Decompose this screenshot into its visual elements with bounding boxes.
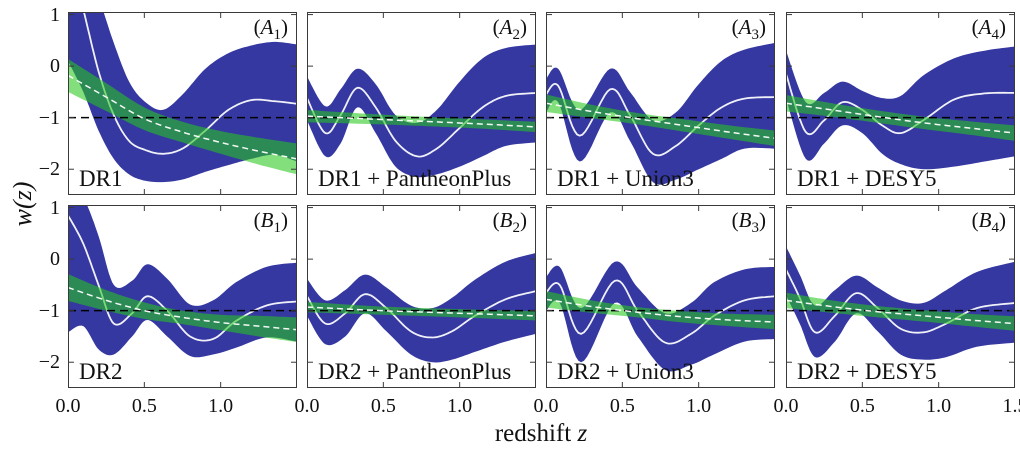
y-tick-label: −2 (38, 351, 60, 374)
panel-tag: (B3) (731, 208, 766, 237)
y-tick-label: 1 (50, 196, 60, 219)
panel-plot (307, 12, 536, 195)
dataset-label: DR2 (79, 359, 123, 384)
y-tick-label: 1 (50, 3, 60, 26)
y-tick-label: −2 (38, 158, 60, 181)
dataset-label: DR1 + DESY5 (797, 166, 937, 191)
panel-tag-sub: 4 (991, 220, 1000, 237)
panel-tag: (B1) (253, 208, 288, 237)
panel-tag: (A4) (971, 15, 1006, 44)
dataset-label: DR1 + PantheonPlus (318, 166, 512, 191)
y-tick-label: −1 (38, 106, 60, 129)
x-tick-label: 0.0 (294, 395, 320, 417)
panel-tag-letter: A (260, 15, 274, 39)
panel-tag: (A3) (731, 15, 766, 44)
x-tick-label: 1.0 (208, 395, 234, 417)
panel-plot (68, 12, 297, 195)
x-tick-label: 1.0 (686, 395, 712, 417)
panel-tag-sub: 2 (512, 27, 521, 44)
x-tick-label: 1.0 (926, 395, 952, 417)
dataset-label: DR2 + PantheonPlus (318, 359, 512, 384)
dataset-label: DR1 (79, 166, 123, 191)
panel-tag-sub: 2 (512, 220, 521, 237)
x-tick-label: 0.5 (609, 395, 635, 417)
x-tick-label: 0.5 (370, 395, 396, 417)
dataset-label: DR2 + DESY5 (797, 359, 937, 384)
panel-tag-sub: 3 (751, 27, 760, 44)
panel-tag-sub: 1 (273, 27, 282, 44)
panel-tag: (B4) (971, 208, 1006, 237)
panel-plot (786, 205, 1015, 388)
panel-plot (546, 12, 775, 195)
panel-tag: (A1) (253, 15, 288, 44)
panel-B3: DR2 + Union3 (B3) (546, 205, 775, 388)
y-tick-label: 0 (50, 248, 60, 271)
x-tick-label: 1.0 (447, 395, 473, 417)
panel-tag-sub: 3 (751, 220, 760, 237)
x-tick-label: 0.0 (533, 395, 559, 417)
panel-B1: DR2 (B1) (68, 205, 297, 388)
panel-A2: DR1 + PantheonPlus (A2) (307, 12, 536, 195)
panel-tag-sub: 1 (273, 220, 282, 237)
y-tick-label: −1 (38, 299, 60, 322)
panel-tag-letter: A (499, 15, 513, 39)
panel-tag-letter: A (978, 15, 992, 39)
panel-tag-letter: A (738, 15, 752, 39)
panel-plot (307, 205, 536, 388)
panel-tag-letter: B (260, 208, 274, 232)
panel-tag-letter: B (738, 208, 752, 232)
panel-tag-letter: B (499, 208, 513, 232)
panel-B2: DR2 + PantheonPlus (B2) (307, 205, 536, 388)
x-tick-label: 0.0 (773, 395, 799, 417)
panel-tag-letter: B (978, 208, 992, 232)
dataset-label: DR1 + Union3 (557, 166, 694, 191)
x-tick-label: 0.5 (131, 395, 157, 417)
panel-plot (546, 205, 775, 388)
panel-A3: DR1 + Union3 (A3) (546, 12, 775, 195)
panel-A1: DR1 (A1) (68, 12, 297, 195)
dataset-label: DR2 + Union3 (557, 359, 694, 384)
panel-plot (786, 12, 1015, 195)
panel-tag-sub: 4 (991, 27, 1000, 44)
panel-tag: (A2) (492, 15, 527, 44)
panel-plot (68, 205, 297, 388)
x-axis-label-text: redshift (494, 420, 578, 447)
panel-tag: (B2) (492, 208, 527, 237)
x-axis-label: redshift z (391, 420, 691, 448)
panel-A4: DR1 + DESY5 (A4) (786, 12, 1015, 195)
x-tick-label: 0.5 (849, 395, 875, 417)
x-tick-label: 1.5 (1002, 395, 1020, 417)
x-axis-label-var: z (577, 420, 588, 447)
x-tick-label: 0.0 (55, 395, 81, 417)
panel-B4: DR2 + DESY5 (B4) (786, 205, 1015, 388)
y-tick-label: 0 (50, 55, 60, 78)
